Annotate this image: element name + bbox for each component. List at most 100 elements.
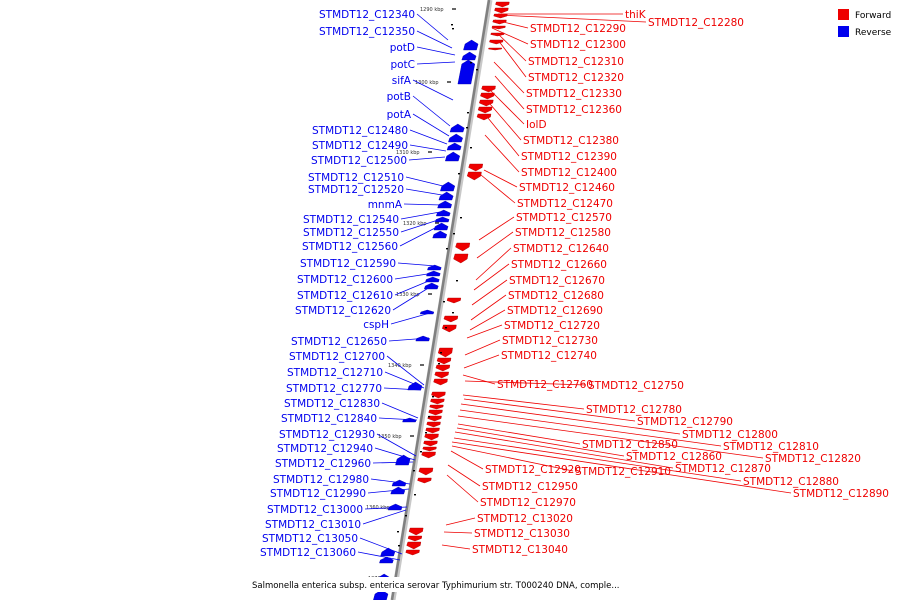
forward-gene-label[interactable]: STMDT12_C13040 [472,544,568,556]
forward-gene-label[interactable]: STMDT12_C12360 [526,104,622,116]
forward-gene-label[interactable]: STMDT12_C12300 [530,39,626,51]
reverse-gene-label[interactable]: STMDT12_C12930 [279,429,375,441]
forward-gene-label[interactable]: STMDT12_C12640 [513,243,609,255]
forward-gene-label[interactable]: STMDT12_C12870 [675,463,771,475]
forward-gene-label[interactable]: STMDT12_C12730 [502,335,598,347]
forward-gene-label[interactable]: STMDT12_C12280 [648,17,744,29]
forward-gene-label[interactable]: STMDT12_C12920 [485,464,581,476]
reverse-gene-label[interactable]: STMDT12_C12340 [319,9,415,21]
forward-gene-label[interactable]: STMDT12_C12860 [626,451,722,463]
forward-gene-label[interactable]: STMDT12_C12880 [743,476,839,488]
reverse-gene-label[interactable]: STMDT12_C12990 [270,488,366,500]
reverse-gene-label[interactable]: potD [390,42,415,54]
minor-feature-mark [440,352,442,354]
minor-feature-mark [476,69,478,71]
reverse-gene-label[interactable]: cspH [363,319,389,331]
reverse-gene-label[interactable]: STMDT12_C12960 [275,458,371,470]
forward-gene-label[interactable]: STMDT12_C12310 [528,56,624,68]
forward-gene-label[interactable]: STMDT12_C12460 [519,182,615,194]
reverse-gene-label[interactable]: STMDT12_C12550 [303,227,399,239]
forward-gene-label[interactable]: STMDT12_C12800 [682,429,778,441]
legend: Forward Reverse [838,9,892,38]
reverse-gene-label[interactable]: STMDT12_C12500 [311,155,407,167]
reverse-gene-label[interactable]: potA [387,109,412,121]
forward-gene-label[interactable]: thiK [625,9,647,21]
reverse-gene-label[interactable]: STMDT12_C13010 [265,519,361,531]
forward-gene-arrow [418,467,434,476]
reverse-gene-label[interactable]: STMDT12_C12560 [302,241,398,253]
forward-gene-label[interactable]: STMDT12_C12970 [480,497,576,509]
forward-gene-label[interactable]: STMDT12_C12670 [509,275,605,287]
reverse-gene-label[interactable]: STMDT12_C12520 [308,184,404,196]
reverse-gene-label[interactable]: STMDT12_C12510 [308,172,404,184]
reverse-gene-label[interactable]: STMDT12_C12700 [289,351,385,363]
reverse-gene-label[interactable]: STMDT12_C12490 [312,140,408,152]
forward-gene-label[interactable]: STMDT12_C12390 [521,151,617,163]
reverse-leader-line [383,387,422,391]
forward-gene-label[interactable]: STMDT12_C12780 [586,404,682,416]
reverse-gene-label[interactable]: mnmA [368,199,403,211]
forward-gene-arrow [425,427,440,434]
reverse-gene-label[interactable]: STMDT12_C13000 [267,504,363,516]
forward-gene-label[interactable]: STMDT12_C12580 [515,227,611,239]
reverse-gene-label[interactable]: STMDT12_C13050 [262,533,358,545]
forward-gene-label[interactable]: STMDT12_C12790 [637,416,733,428]
forward-gene-label[interactable]: STMDT12_C12330 [526,88,622,100]
forward-leader-line [451,441,792,494]
reverse-leader-line [403,203,443,206]
forward-gene-label[interactable]: STMDT12_C12750 [588,380,684,392]
minor-feature-mark [452,312,454,314]
forward-gene-arrow [481,85,496,93]
forward-gene-label[interactable]: STMDT12_C12720 [504,320,600,332]
reverse-gene-label[interactable]: sifA [392,75,412,87]
forward-gene-label[interactable]: STMDT12_C12850 [582,439,678,451]
reverse-gene-label[interactable]: STMDT12_C12770 [286,383,382,395]
reverse-leader-line [412,113,450,137]
forward-gene-label[interactable]: STMDT12_C13020 [477,513,573,525]
legend-forward-swatch [838,9,849,20]
forward-gene-label[interactable]: STMDT12_C12320 [528,72,624,84]
forward-gene-arrow [466,171,482,181]
reverse-gene-label[interactable]: STMDT12_C12710 [287,367,383,379]
reverse-gene-label[interactable]: STMDT12_C12540 [303,214,399,226]
reverse-gene-label[interactable]: STMDT12_C12940 [277,443,373,455]
forward-gene-label[interactable]: STMDT12_C12680 [508,290,604,302]
reverse-gene-label[interactable]: STMDT12_C12840 [281,413,377,425]
forward-gene-label[interactable]: STMDT12_C12470 [517,198,613,210]
forward-gene-label[interactable]: STMDT12_C12910 [575,466,671,478]
forward-gene-label[interactable]: STMDT12_C12400 [521,167,617,179]
legend-reverse-label: Reverse [855,28,892,38]
kbp-tick-label: 1290 kbp [420,7,444,13]
forward-gene-label[interactable]: STMDT12_C12810 [723,441,819,453]
forward-gene-label[interactable]: STMDT12_C12380 [523,135,619,147]
reverse-gene-label[interactable]: potC [390,59,415,71]
reverse-gene-label[interactable]: STMDT12_C12830 [284,398,380,410]
reverse-gene-label[interactable]: STMDT12_C12620 [295,305,391,317]
forward-gene-arrow [488,47,503,51]
reverse-gene-label[interactable]: STMDT12_C12610 [297,290,393,302]
reverse-gene-label[interactable]: STMDT12_C12590 [300,258,396,270]
reverse-gene-label[interactable]: STMDT12_C12650 [291,336,387,348]
reverse-gene-label[interactable]: potB [387,91,411,103]
forward-leader-line [463,398,636,422]
forward-gene-label[interactable]: STMDT12_C12760 [497,379,593,391]
forward-gene-label[interactable]: STMDT12_C12950 [482,481,578,493]
reverse-leader-line [397,262,437,267]
forward-gene-label[interactable]: STMDT12_C12690 [507,305,603,317]
reverse-gene-label[interactable]: STMDT12_C12350 [319,26,415,38]
forward-gene-label[interactable]: IolD [526,119,547,131]
reverse-gene-label[interactable]: STMDT12_C13060 [260,547,356,559]
forward-gene-arrow [455,242,471,252]
forward-gene-label[interactable]: STMDT12_C13030 [474,528,570,540]
forward-gene-label[interactable]: STMDT12_C12570 [516,212,612,224]
reverse-gene-label[interactable]: STMDT12_C12480 [312,125,408,137]
forward-gene-label[interactable]: STMDT12_C12290 [530,23,626,35]
forward-gene-label[interactable]: STMDT12_C12660 [511,259,607,271]
forward-gene-label[interactable]: STMDT12_C12820 [765,453,861,465]
forward-gene-label[interactable]: STMDT12_C12740 [501,350,597,362]
reverse-gene-arrow [391,479,407,487]
reverse-gene-label[interactable]: STMDT12_C12600 [297,274,393,286]
minor-feature-mark [398,545,400,547]
forward-gene-label[interactable]: STMDT12_C12890 [793,488,889,500]
reverse-gene-label[interactable]: STMDT12_C12980 [273,474,369,486]
